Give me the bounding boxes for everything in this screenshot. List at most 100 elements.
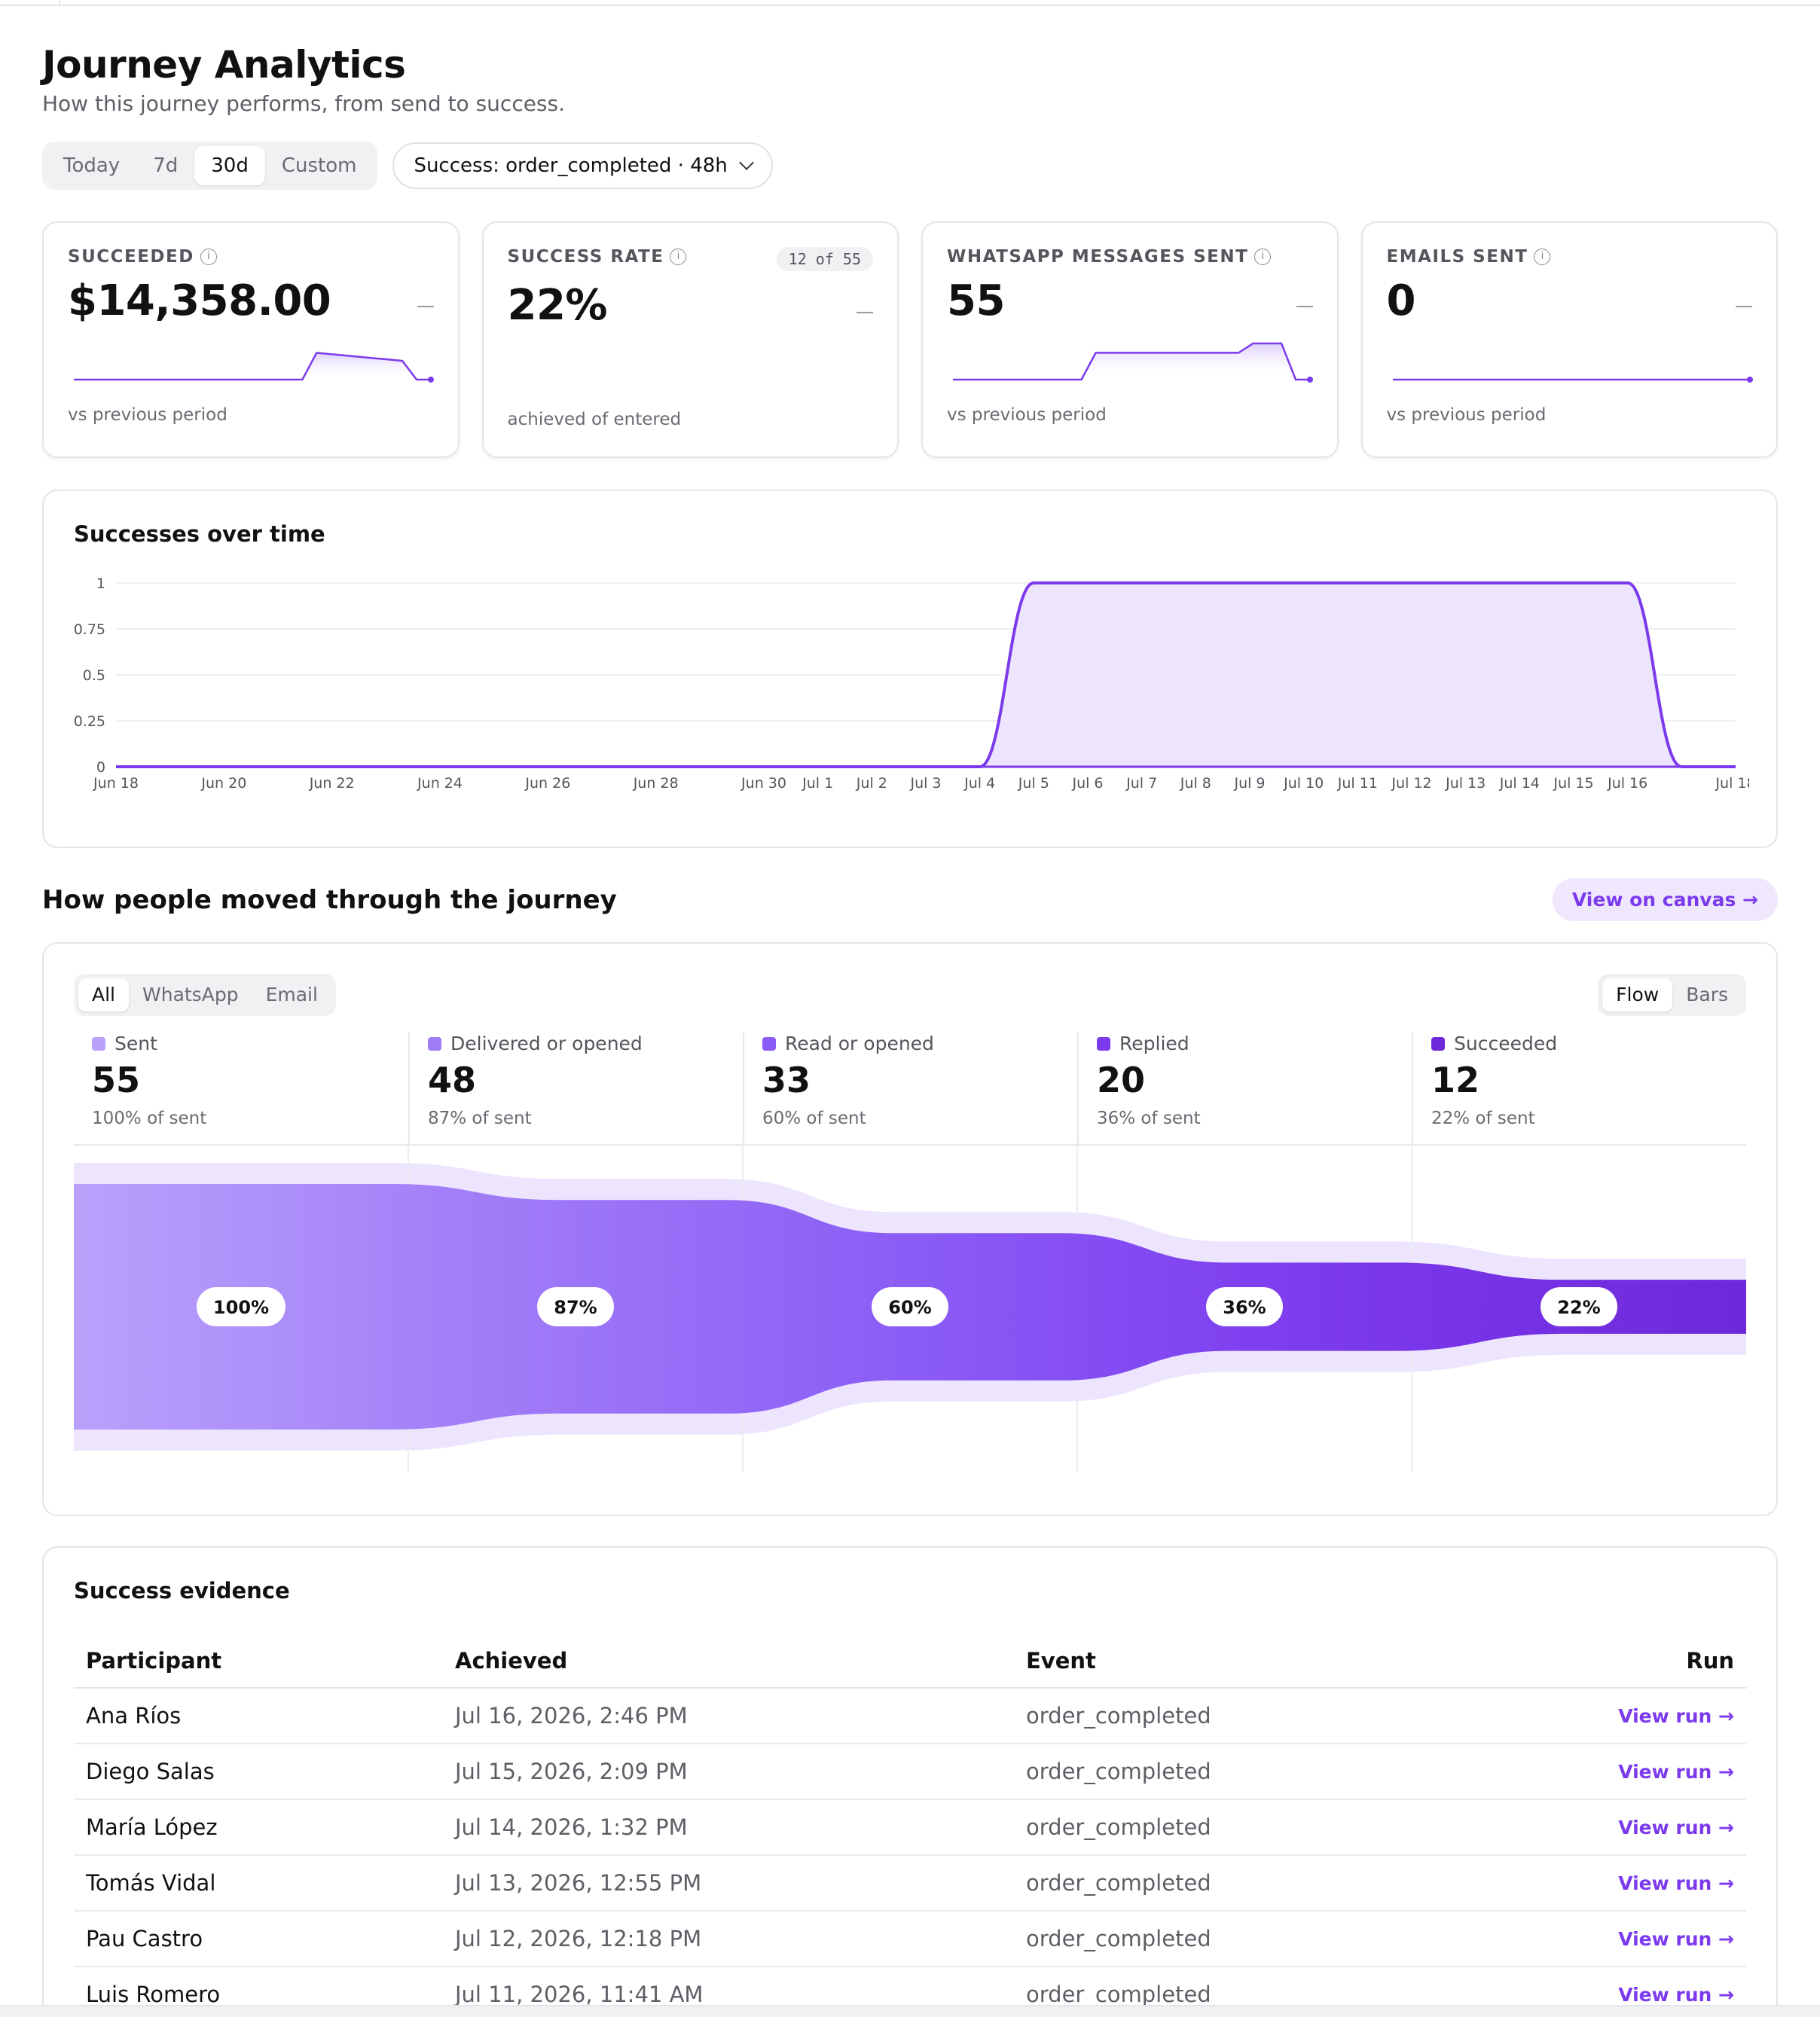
sparkline-endpoint (428, 377, 434, 383)
view-run-link[interactable]: View run → (1452, 1799, 1746, 1856)
stage-label-text: Delivered or opened (450, 1033, 643, 1054)
range-custom[interactable]: Custom (281, 154, 357, 177)
view-run-link[interactable]: View run → (1452, 1855, 1746, 1912)
sparkline-line (953, 342, 1310, 381)
stage-read: Read or opened 33 60% of sent (743, 1033, 1077, 1144)
table-row: Ana Ríos Jul 16, 2026, 2:46 PM order_compl… (74, 1688, 1746, 1744)
kpi-sparkline (1392, 377, 1753, 383)
journey-section-header: How people moved through the journey Vie… (42, 878, 1778, 921)
view-run-link[interactable]: View run → (1452, 1744, 1746, 1800)
event-cell: order_completed (1014, 1799, 1453, 1856)
x-tick-label: Jul 1 (802, 775, 833, 792)
stage-value: 20 (1097, 1060, 1146, 1100)
y-tick-label: 0.5 (83, 667, 105, 684)
sparkline-endpoint (1307, 377, 1313, 383)
kpi-value: 0 (1386, 276, 1416, 325)
event-cell: order_completed (1014, 1855, 1453, 1912)
x-tick-label: Jul 7 (1125, 775, 1157, 792)
x-tick-label: Jul 16 (1607, 775, 1647, 792)
page-subtitle: How this journey performs, from send to … (42, 91, 566, 116)
channel-whatsapp[interactable]: WhatsApp (142, 984, 239, 1005)
achieved-cell: Jul 15, 2026, 2:09 PM (443, 1744, 1014, 1800)
y-tick-label: 0 (96, 759, 105, 776)
x-tick-label: Jun 30 (741, 775, 786, 792)
x-tick-label: Jul 2 (856, 775, 887, 792)
legend-swatch (92, 1036, 105, 1051)
col-run: Run (1452, 1634, 1746, 1689)
participant-cell: María López (74, 1799, 443, 1856)
channel-all[interactable]: All (78, 978, 129, 1012)
participant-cell: Diego Salas (74, 1744, 443, 1800)
stage-value: 33 (762, 1060, 811, 1100)
x-tick-label: Jul 8 (1180, 775, 1211, 792)
info-icon[interactable]: i (200, 249, 217, 265)
top-border (0, 0, 1820, 6)
participant-cell: Ana Ríos (74, 1688, 443, 1744)
kpi-label: EMAILS SENT i (1387, 247, 1753, 267)
stage-percent-label: 22% (1557, 1297, 1600, 1318)
view-run-link[interactable]: View run → (1452, 1911, 1746, 1967)
info-icon[interactable]: i (1254, 249, 1272, 265)
bottom-edge (0, 2005, 1820, 2017)
successes-chart: 0 0.25 0.5 0.75 1 Jun 18 Jun 20 Jun 22 Jun 24 Jun… (74, 575, 1749, 792)
success-count-badge: 12 of 55 (776, 247, 873, 271)
col-participant: Participant (74, 1634, 443, 1689)
kpi-foot: vs previous period (68, 405, 228, 425)
series-line (115, 581, 1736, 768)
kpi-card-success-rate: SUCCESS RATE i 12 of 55 22% achieved of e… (481, 221, 899, 458)
x-tick-label: Jul 11 (1337, 775, 1378, 792)
info-icon[interactable]: i (670, 249, 687, 265)
x-tick-label: Jul 5 (1018, 775, 1049, 792)
legend-swatch (428, 1036, 441, 1051)
event-cell: order_completed (1014, 1911, 1453, 1967)
x-tick-label: Jul 9 (1233, 775, 1265, 792)
page: Journey Analytics How this journey perfo… (42, 42, 1778, 2017)
journey-heading: How people moved through the journey (42, 884, 617, 915)
journey-flow-card: All WhatsApp Email Flow Bars Sent 55 100… (42, 942, 1778, 1516)
stage-succeeded: Succeeded 12 22% of sent (1412, 1033, 1746, 1144)
stage-delivered: Delivered or opened 48 87% of sent (408, 1033, 743, 1144)
view-run-link[interactable]: View run → (1452, 1688, 1746, 1744)
achieved-cell: Jul 13, 2026, 12:55 PM (443, 1855, 1014, 1912)
x-tick-label: Jun 22 (309, 775, 355, 792)
kpi-value: $14,358.00 (68, 276, 331, 325)
evidence-table: Participant Achieved Event Run Ana Ríos J… (74, 1634, 1746, 2017)
range-today[interactable]: Today (63, 154, 121, 177)
success-filter-dropdown[interactable]: Success: order_completed · 48h (392, 142, 773, 189)
stage-percent-pill (1206, 1287, 1283, 1326)
view-bars[interactable]: Bars (1686, 984, 1728, 1005)
channel-email[interactable]: Email (265, 984, 318, 1005)
controls-bar: Today 7d 30d Custom Success: order_compl… (42, 142, 1778, 190)
x-tick-label: Jun 18 (93, 775, 139, 792)
stage-label: Succeeded (1431, 1033, 1728, 1054)
stage-label: Replied (1097, 1033, 1394, 1054)
table-row: Pau Castro Jul 12, 2026, 12:18 PM order_co… (74, 1911, 1746, 1967)
range-30d[interactable]: 30d (194, 146, 265, 185)
participant-cell: Pau Castro (74, 1911, 443, 1967)
stage-percent-label: 87% (554, 1297, 597, 1318)
kpi-foot: vs previous period (947, 405, 1107, 425)
view-flow[interactable]: Flow (1602, 978, 1673, 1012)
kpi-row: SUCCEEDED i $14,358.00 vs previous period… (42, 221, 1778, 458)
stage-sub: 36% of sent (1097, 1109, 1201, 1128)
achieved-cell: Jul 14, 2026, 1:32 PM (443, 1799, 1014, 1856)
info-icon[interactable]: i (1534, 249, 1551, 265)
x-tick-label: Jun 24 (417, 775, 463, 792)
evidence-title: Success evidence (74, 1578, 290, 1604)
col-event: Event (1014, 1634, 1453, 1689)
kpi-foot: vs previous period (1386, 405, 1547, 425)
range-7d[interactable]: 7d (153, 154, 179, 177)
kpi-label-text: EMAILS SENT (1386, 247, 1528, 267)
event-cell: order_completed (1014, 1744, 1453, 1800)
stage-sub: 22% of sent (1431, 1109, 1535, 1128)
stage-label-text: Read or opened (785, 1033, 934, 1054)
kpi-label-text: SUCCEEDED (68, 247, 194, 267)
channel-toggle: All WhatsApp Email (74, 974, 336, 1016)
stage-percent-pill (537, 1287, 614, 1326)
participant-cell: Tomás Vidal (74, 1855, 443, 1912)
success-filter-label: Success: order_completed · 48h (414, 154, 728, 177)
stage-sub: 100% of sent (92, 1109, 207, 1128)
x-tick-label: Jul 18 (1715, 775, 1749, 792)
trend-dash-icon (857, 312, 873, 313)
view-on-canvas-button[interactable]: View on canvas → (1552, 878, 1778, 921)
